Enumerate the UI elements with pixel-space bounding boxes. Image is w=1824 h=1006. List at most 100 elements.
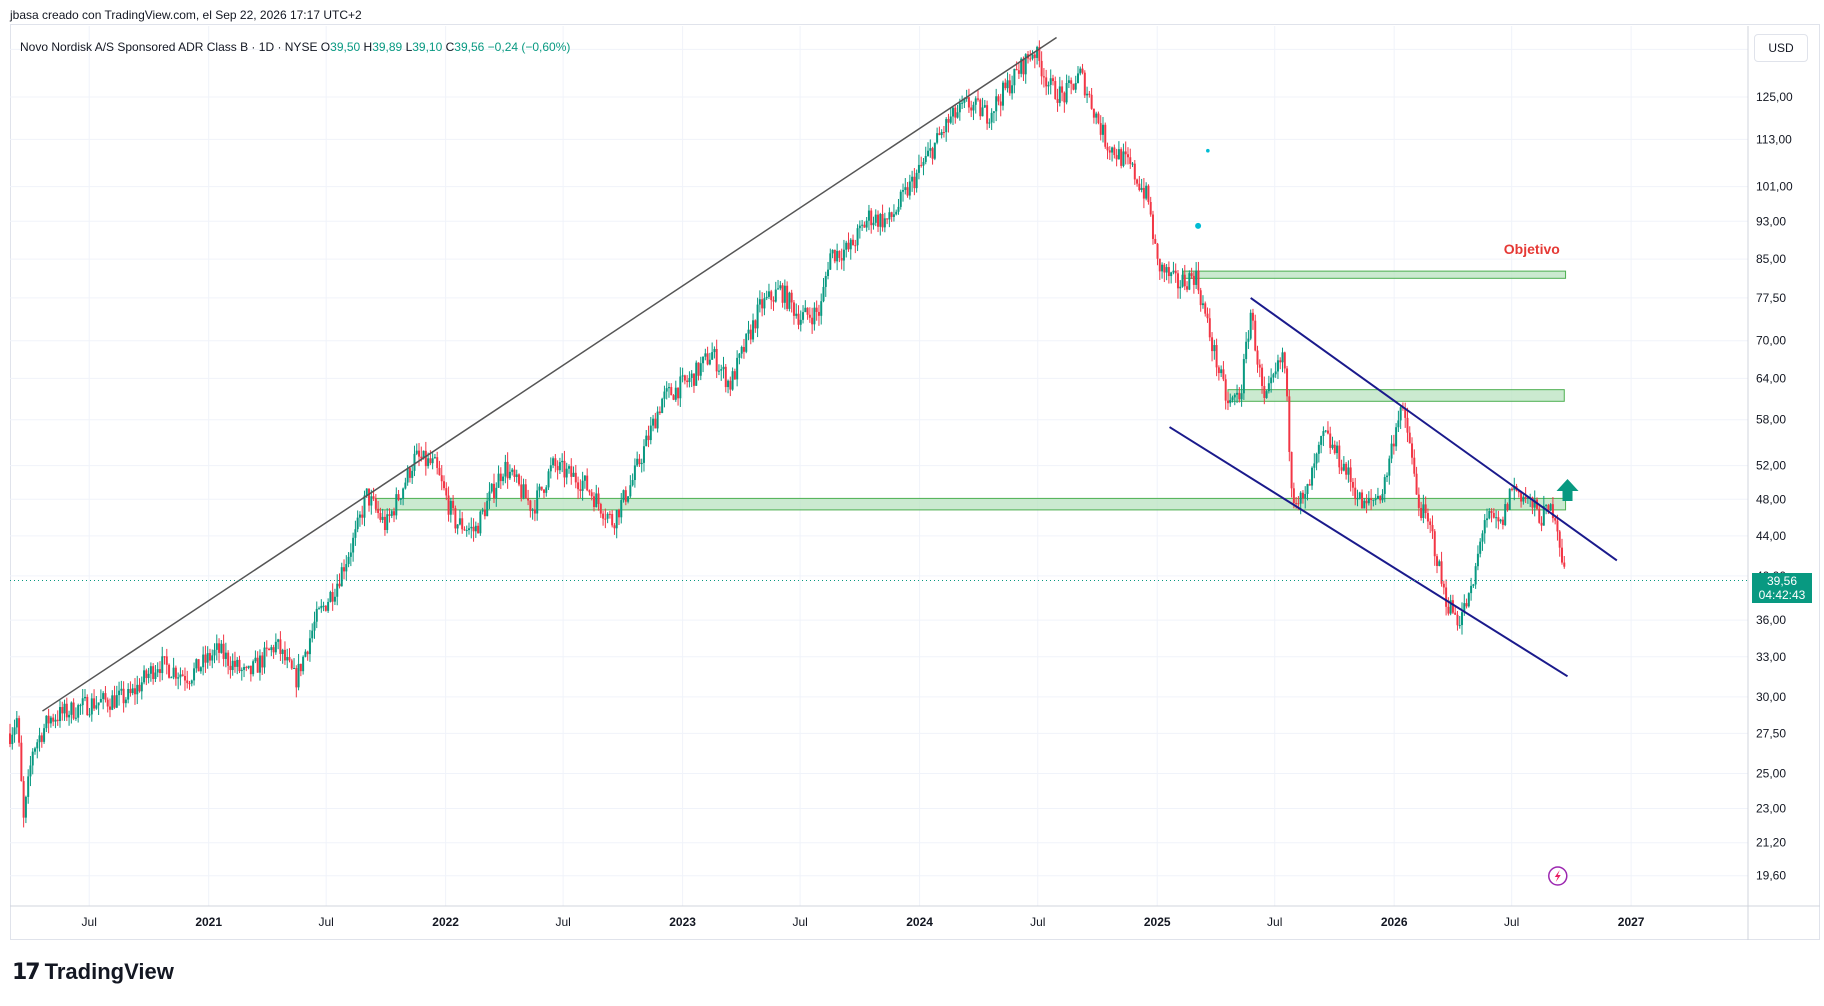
candle-body (599, 504, 602, 514)
currency-button[interactable]: USD (1754, 34, 1808, 62)
candle (1311, 466, 1314, 490)
candle-body (1047, 84, 1050, 87)
candle (1083, 70, 1086, 98)
candle-body (695, 362, 698, 386)
candle (1395, 423, 1398, 451)
candle (252, 659, 255, 677)
candle (1138, 176, 1141, 192)
candle (592, 492, 595, 512)
candle-body (886, 218, 889, 220)
candle (86, 694, 89, 716)
candle-body (81, 698, 84, 706)
candle (93, 689, 96, 712)
y-tick-label: 48,00 (1756, 492, 1786, 506)
candle (374, 494, 377, 513)
candle-body (658, 411, 661, 413)
candle (277, 638, 280, 650)
candle (752, 313, 755, 343)
candle-body (656, 411, 659, 429)
candle (849, 238, 852, 260)
candle (813, 302, 816, 331)
candle-body (1083, 72, 1086, 96)
candle (279, 631, 282, 661)
candle (497, 465, 500, 488)
candle (481, 507, 484, 515)
candle-body (817, 311, 820, 316)
candle-body (1379, 495, 1382, 501)
candle (99, 689, 102, 703)
candle-body (1115, 155, 1118, 160)
candle-body (740, 346, 743, 354)
candle (1276, 354, 1279, 379)
symbol-name[interactable]: Novo Nordisk A/S Sponsored ADR Class B ·… (20, 40, 318, 54)
candle (272, 644, 275, 659)
candle (79, 703, 82, 715)
candle-body (1554, 518, 1557, 521)
candle-body (1299, 492, 1302, 504)
tradingview-logo[interactable]: 17 TradingView (12, 959, 174, 985)
candle-body (1281, 352, 1284, 363)
candle-body (458, 518, 461, 525)
candle-body (1090, 94, 1093, 109)
candle (340, 562, 343, 587)
candle-body (356, 517, 359, 530)
candle-body (427, 458, 430, 467)
candle-body (120, 688, 123, 691)
candle-body (970, 107, 973, 111)
candle (1299, 491, 1302, 515)
candle (840, 248, 843, 270)
candle (1336, 441, 1339, 459)
candle-body (1004, 82, 1007, 89)
candle-body (288, 657, 291, 661)
candle-body (1113, 147, 1116, 156)
candle (633, 458, 636, 488)
candle-body (70, 702, 73, 715)
candle-body (645, 435, 648, 447)
candle (281, 648, 284, 664)
candle (658, 406, 661, 415)
candle-body (61, 707, 64, 714)
candle (118, 681, 121, 706)
candle (870, 208, 873, 234)
candle-body (1142, 187, 1145, 199)
candle (754, 319, 757, 333)
candle (631, 473, 634, 487)
candle-body (1361, 492, 1364, 509)
candle (738, 352, 741, 365)
candle (988, 118, 991, 129)
candle (1392, 434, 1395, 455)
candle-body (22, 781, 25, 818)
candle-body (1467, 593, 1470, 607)
candle-body (404, 482, 407, 489)
candle-body (1436, 556, 1439, 566)
candle (40, 732, 43, 748)
candle (536, 483, 539, 521)
candle (1449, 594, 1452, 616)
candle-body (1354, 487, 1357, 499)
candle-body (642, 446, 645, 463)
chart-frame[interactable] (10, 24, 1820, 940)
candle-body (608, 513, 611, 515)
candle-body (549, 465, 552, 472)
candle-body (688, 377, 691, 383)
candle-body (1390, 443, 1393, 459)
candle (1467, 592, 1470, 608)
support-trendline (42, 36, 1057, 712)
candle-body (1181, 274, 1184, 287)
candle (561, 453, 564, 473)
candle (486, 492, 489, 517)
candles (9, 40, 1566, 828)
candle (338, 573, 341, 589)
candle-body (220, 643, 223, 653)
candle (1054, 76, 1057, 100)
candle (65, 697, 68, 722)
candle-body (949, 116, 952, 123)
candle (186, 670, 189, 689)
candle-body (36, 742, 39, 749)
candle (1076, 66, 1079, 84)
candle (204, 645, 207, 673)
candle (411, 464, 414, 484)
candle (183, 667, 186, 691)
candle (493, 473, 496, 504)
